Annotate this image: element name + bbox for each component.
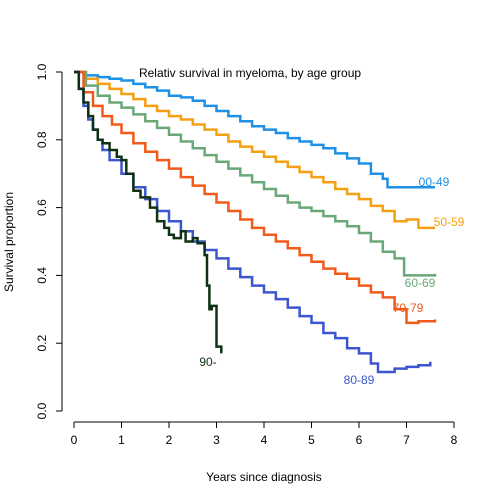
x-axis: 0 1 2 3 4 5 6 7 8 — [71, 421, 458, 447]
series-label-80-89: 80-89 — [344, 373, 375, 387]
series-line-00-49 — [74, 70, 435, 189]
x-tick-label: 0 — [71, 433, 78, 447]
x-tick-label: 5 — [308, 433, 315, 447]
series-label-50-59: 50-59 — [434, 215, 465, 229]
y-tick-label: 0.0 — [35, 402, 49, 419]
x-tick-label: 7 — [403, 433, 410, 447]
x-tick-label: 2 — [166, 433, 173, 447]
chart-title: Relativ survival in myeloma, by age grou… — [139, 66, 361, 80]
x-tick-label: 4 — [261, 433, 268, 447]
series-line-70-79 — [74, 70, 437, 325]
y-axis-title: Survival proportion — [2, 192, 16, 292]
y-tick-label: 0.6 — [35, 199, 49, 216]
plot-area: 00-49 50-59 60-69 70-79 80-89 90- — [74, 70, 465, 387]
y-tick-label: 0.8 — [35, 131, 49, 148]
series-label-70-79: 70-79 — [393, 301, 424, 315]
y-axis: 0.0 0.2 0.4 0.6 0.8 1.0 — [35, 63, 63, 419]
x-tick-label: 3 — [213, 433, 220, 447]
series-line-50-59 — [74, 70, 435, 230]
series-label-90-: 90- — [199, 355, 216, 369]
y-tick-label: 0.4 — [35, 267, 49, 284]
y-tick-label: 1.0 — [35, 63, 49, 80]
x-tick-label: 6 — [356, 433, 363, 447]
x-axis-title: Years since diagnosis — [206, 470, 322, 484]
y-tick-label: 0.2 — [35, 335, 49, 352]
series-label-60-69: 60-69 — [405, 276, 436, 290]
x-tick-label: 8 — [451, 433, 458, 447]
x-tick-label: 1 — [118, 433, 125, 447]
series-line-90- — [74, 70, 223, 354]
series-label-00-49: 00-49 — [419, 175, 450, 189]
series-line-60-69 — [74, 70, 437, 277]
